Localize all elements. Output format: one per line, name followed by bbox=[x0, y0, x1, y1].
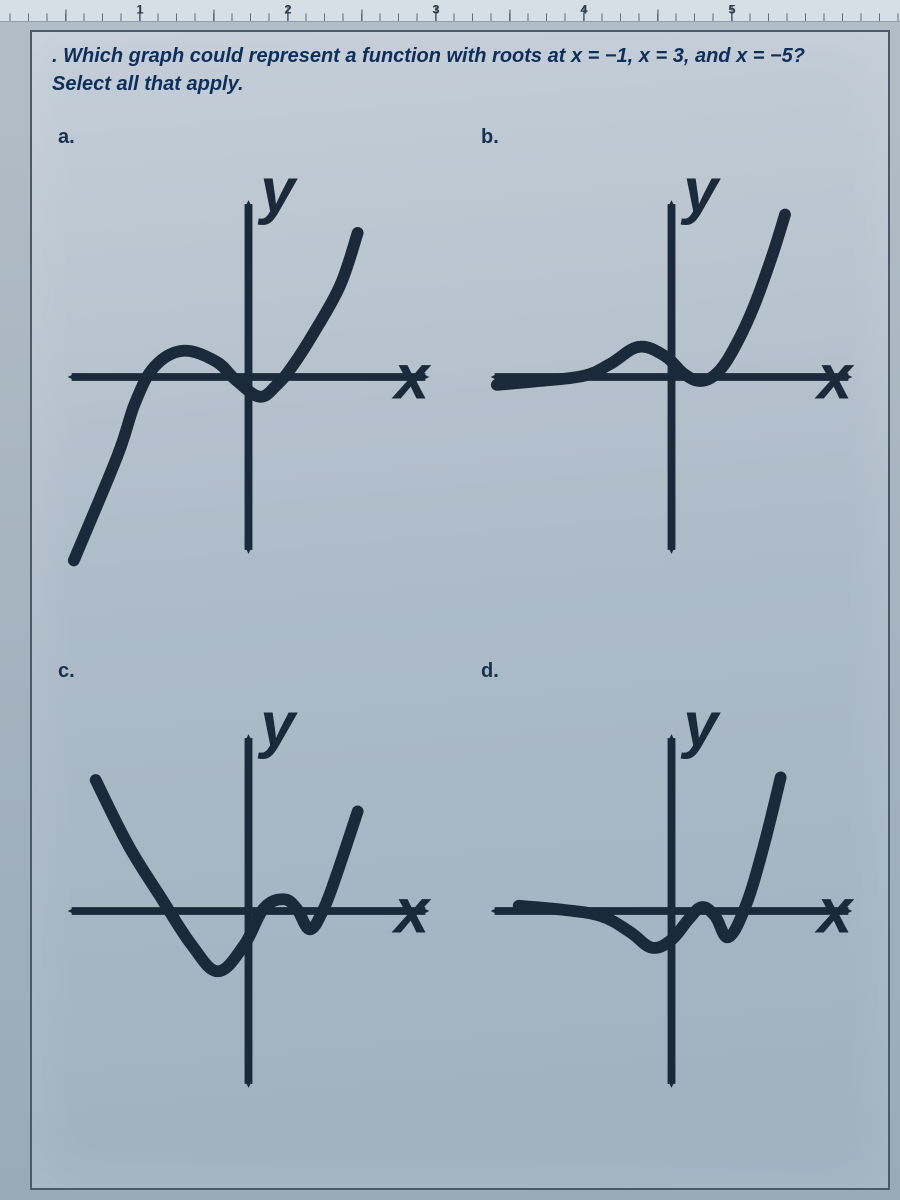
panel-c-svg: yx bbox=[52, 654, 445, 1168]
svg-text:2: 2 bbox=[284, 3, 291, 17]
question-expr2: x = 3, bbox=[639, 45, 690, 67]
panel-d[interactable]: d. yx bbox=[475, 654, 868, 1168]
question-conj: and bbox=[695, 45, 736, 67]
ruler: 1 2 3 4 5 bbox=[0, 0, 900, 22]
panel-c[interactable]: c. yx bbox=[52, 654, 445, 1168]
panel-d-label: d. bbox=[481, 660, 499, 683]
panel-c-label: c. bbox=[58, 660, 75, 683]
question-expr1: x = −1, bbox=[571, 45, 633, 67]
svg-text:x: x bbox=[391, 877, 432, 947]
svg-text:1: 1 bbox=[136, 3, 143, 17]
svg-text:3: 3 bbox=[432, 3, 439, 17]
panel-b-label: b. bbox=[481, 126, 499, 149]
worksheet-page: . Which graph could represent a function… bbox=[30, 30, 890, 1190]
svg-text:x: x bbox=[814, 877, 855, 947]
panel-a[interactable]: a. yx bbox=[52, 120, 445, 634]
panels-grid: a. yx b. yx c. yx d. yx bbox=[52, 120, 868, 1168]
panel-a-label: a. bbox=[58, 126, 75, 149]
svg-text:x: x bbox=[814, 343, 855, 413]
question-prefix: Which graph could represent a function w… bbox=[63, 45, 571, 67]
panel-b-svg: yx bbox=[475, 120, 868, 634]
svg-text:y: y bbox=[257, 690, 298, 760]
svg-text:4: 4 bbox=[580, 3, 587, 17]
panel-d-svg: yx bbox=[475, 654, 868, 1168]
panel-b[interactable]: b. yx bbox=[475, 120, 868, 634]
ruler-svg: 1 2 3 4 5 bbox=[0, 0, 900, 21]
svg-text:y: y bbox=[680, 156, 721, 226]
svg-text:x: x bbox=[391, 343, 432, 413]
svg-text:5: 5 bbox=[728, 3, 735, 17]
panel-a-svg: yx bbox=[52, 120, 445, 634]
question-suffix: Select all that apply. bbox=[52, 73, 244, 95]
svg-text:y: y bbox=[257, 156, 298, 226]
question-expr3: x = −5? bbox=[736, 45, 805, 67]
question-number: . bbox=[52, 45, 63, 67]
svg-text:y: y bbox=[680, 690, 721, 760]
question-text: . Which graph could represent a function… bbox=[52, 42, 868, 98]
